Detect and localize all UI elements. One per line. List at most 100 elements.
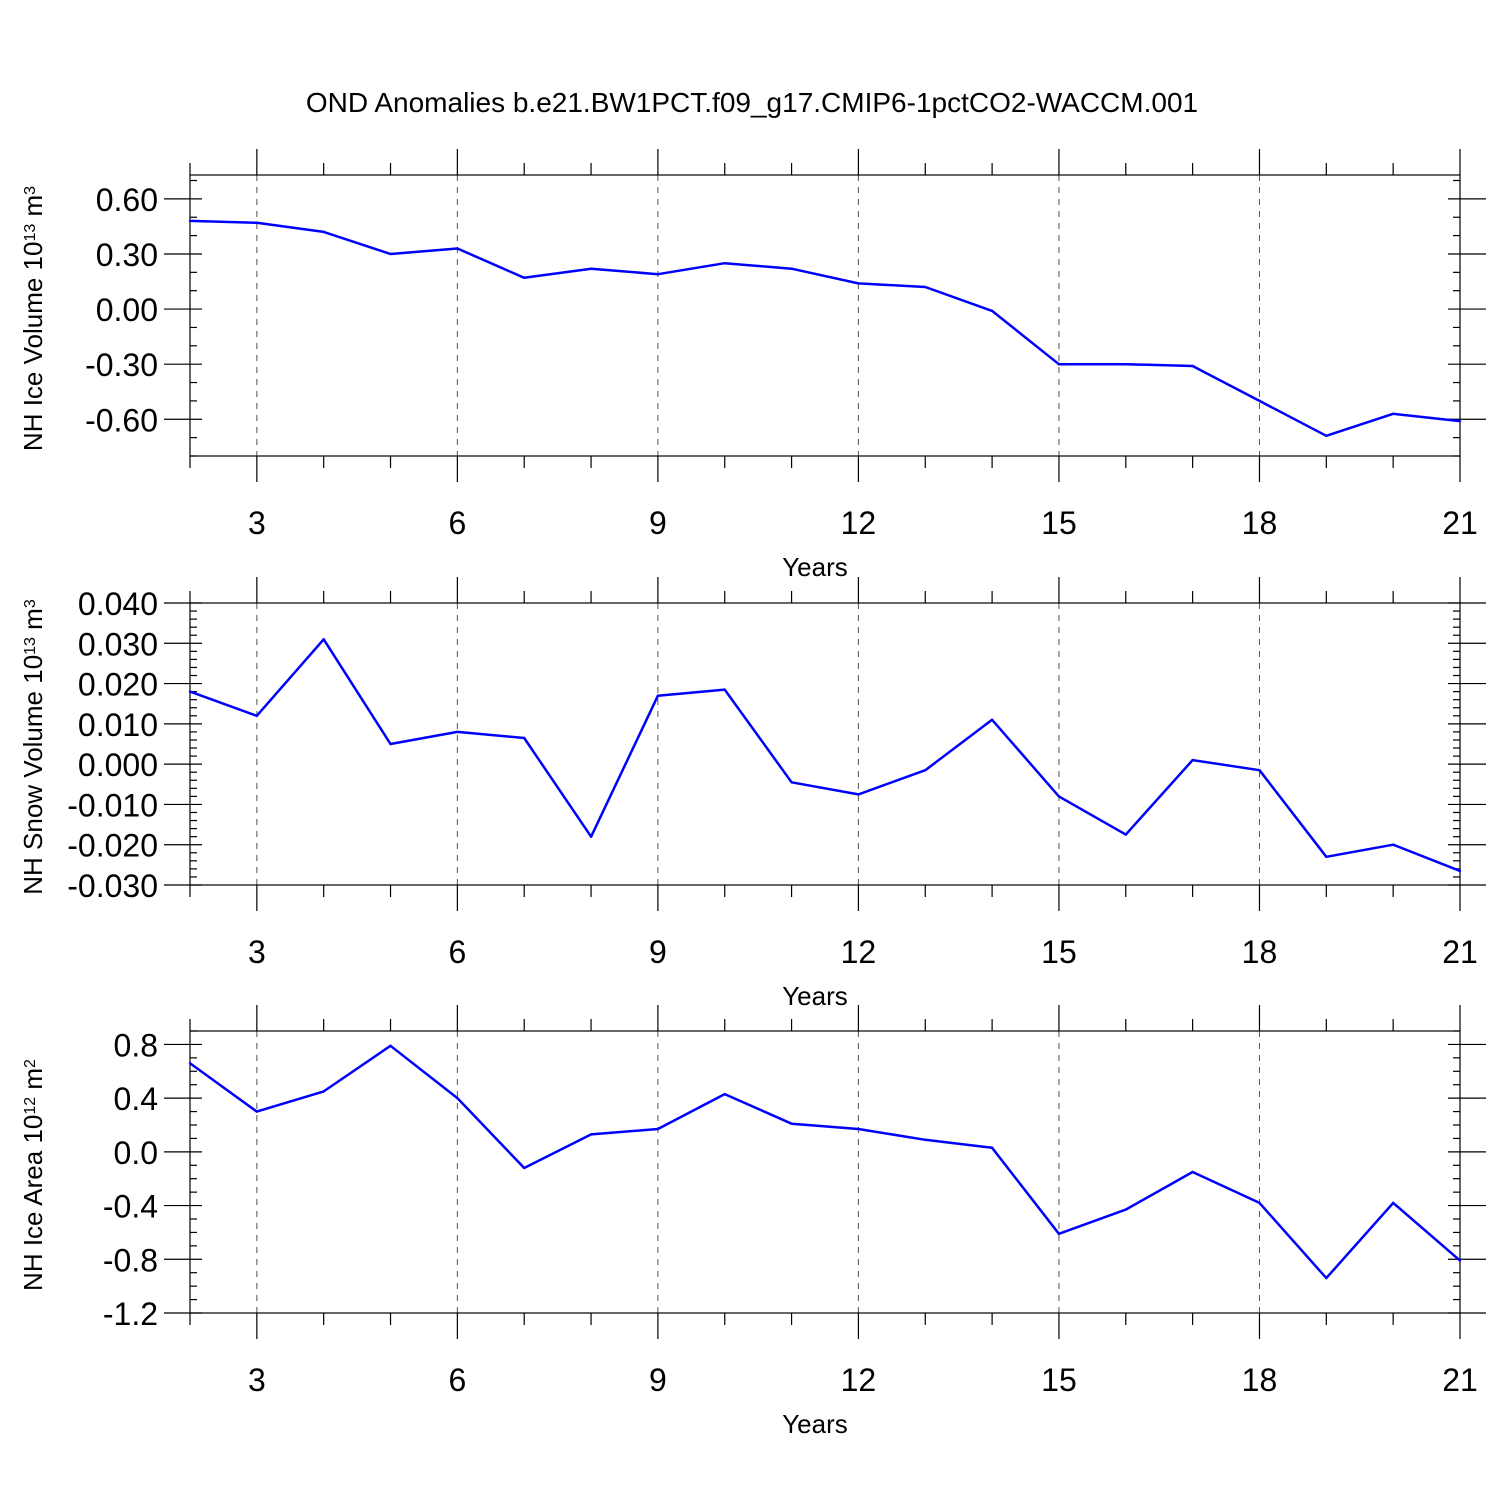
data-point	[322, 1090, 325, 1093]
data-point	[1057, 1232, 1061, 1235]
data-point	[389, 252, 392, 256]
y-axis-label-text: NH Snow Volume 10	[18, 655, 48, 895]
x-tick-label: 21	[1442, 505, 1478, 541]
y-axis-label-superscript: 3	[22, 186, 39, 195]
y-tick-label: 0.040	[78, 586, 158, 622]
data-point	[1057, 795, 1061, 798]
panels: 3 6 9 12 15 18 21 Years 0.60 0.30 0.00 -0.30 -0.60 NH…	[18, 149, 1486, 1439]
x-tick-label: 18	[1242, 505, 1278, 541]
y-tick-label: -0.60	[85, 402, 158, 438]
y-tick-label: 0.030	[78, 626, 158, 662]
data-point	[523, 1166, 526, 1170]
data-point	[1057, 362, 1061, 366]
data-point	[656, 694, 660, 697]
y-axis-label-text: NH Ice Volume 10	[18, 242, 48, 452]
y-tick-label: 0.0	[114, 1135, 158, 1171]
y-tick-label: 0.00	[96, 292, 158, 328]
data-point	[1391, 1201, 1395, 1205]
data-point	[1191, 1170, 1194, 1174]
y-tick-label: -0.8	[103, 1242, 158, 1278]
data-point	[389, 742, 392, 746]
x-axis-label: Years	[782, 1409, 848, 1439]
x-tick-label: 21	[1442, 934, 1478, 970]
data-point	[523, 276, 526, 280]
y-axis-label-superscript: 12	[22, 1097, 39, 1115]
data-point	[924, 768, 927, 772]
data-point	[1258, 399, 1261, 403]
data-point	[857, 1127, 860, 1131]
data-point	[1391, 843, 1395, 846]
y-axis-label-superscript: 13	[22, 224, 39, 242]
plot-frame	[189, 602, 1461, 886]
x-tick-label: 9	[649, 1362, 667, 1398]
x-axis-label: Years	[782, 552, 848, 582]
data-point	[723, 1092, 726, 1096]
y-tick-label: 0.30	[96, 237, 158, 273]
y-axis-label-text: m	[18, 608, 48, 637]
y-tick-label: -1.2	[103, 1296, 158, 1332]
x-tick-label: 6	[448, 505, 466, 541]
data-point	[589, 267, 593, 270]
data-point	[1458, 419, 1462, 423]
panel-1: 3 6 9 12 15 18 21 Years 0.60 0.30 0.00 -0.30 -0.60 NH…	[18, 149, 1486, 582]
plot-frame	[189, 1030, 1461, 1314]
y-axis-label-text: m	[18, 1068, 48, 1097]
y-tick-label: 0.020	[78, 667, 158, 703]
x-tick-label: 9	[649, 934, 667, 970]
data-point	[589, 835, 593, 838]
y-axis-label-text: m	[18, 195, 48, 224]
x-axis-label: Years	[782, 981, 848, 1011]
figure-title: OND Anomalies b.e21.BW1PCT.f09_g17.CMIP6…	[306, 87, 1198, 118]
plot-frame	[189, 174, 1461, 457]
data-point	[1124, 362, 1127, 366]
data-point	[188, 690, 192, 693]
series-line	[189, 219, 1461, 438]
y-axis-label: NH Ice Area 1012 m2	[18, 1059, 48, 1291]
y-axis-label-superscript: 3	[22, 599, 39, 608]
data-point	[389, 1044, 392, 1047]
data-point	[1458, 1259, 1462, 1262]
data-point	[523, 736, 526, 740]
data-point	[456, 247, 459, 250]
data-point	[990, 718, 994, 722]
y-tick-label: 0.010	[78, 707, 158, 743]
y-tick-label: 0.60	[96, 182, 158, 218]
data-point	[456, 730, 459, 734]
x-tick-label: 3	[248, 1362, 266, 1398]
x-tick-label: 3	[248, 505, 266, 541]
data-point	[656, 272, 660, 276]
data-point	[456, 1096, 459, 1100]
data-point	[188, 219, 192, 223]
series-line	[189, 638, 1461, 873]
series-line	[189, 1044, 1461, 1280]
y-tick-label: 0.4	[114, 1081, 158, 1117]
x-tick-label: 6	[448, 934, 466, 970]
data-point	[656, 1127, 660, 1131]
data-point	[589, 1133, 593, 1136]
data-point	[322, 230, 325, 234]
data-point	[1325, 434, 1328, 437]
data-point	[990, 1146, 994, 1150]
data-point	[857, 282, 860, 285]
data-point	[1258, 768, 1261, 772]
x-tick-label: 12	[841, 1362, 877, 1398]
data-point	[1124, 1208, 1127, 1211]
data-point	[1191, 364, 1194, 368]
x-tick-label: 21	[1442, 1362, 1478, 1398]
data-point	[924, 1138, 927, 1141]
data-point	[790, 781, 793, 784]
y-axis-label-superscript: 2	[22, 1059, 39, 1068]
x-tick-label: 6	[448, 1362, 466, 1398]
panel-2: 3 6 9 12 15 18 21 Years 0.040 0.030 0.020 0.010 0.00…	[18, 577, 1486, 1011]
y-tick-label: -0.010	[67, 787, 158, 823]
y-axis-label-text: NH Ice Area 10	[18, 1115, 48, 1291]
y-tick-label: -0.030	[67, 868, 158, 904]
data-point	[790, 1122, 793, 1125]
data-point	[990, 309, 994, 313]
data-point	[857, 793, 860, 796]
data-point	[1325, 1276, 1328, 1280]
data-point	[255, 1110, 259, 1113]
data-point	[723, 261, 726, 265]
x-tick-label: 18	[1242, 934, 1278, 970]
